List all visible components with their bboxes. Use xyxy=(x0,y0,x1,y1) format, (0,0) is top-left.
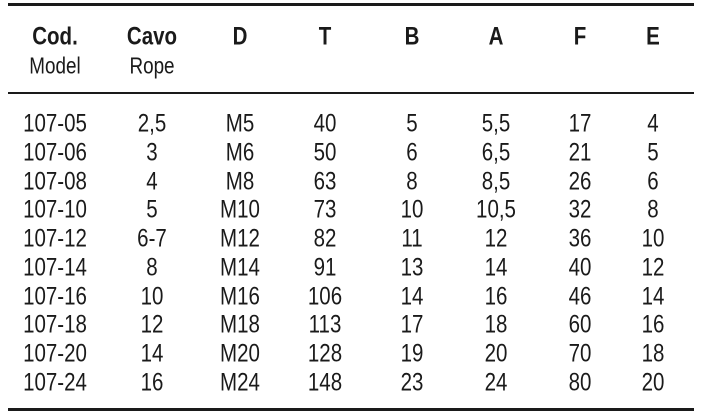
column-header: F xyxy=(573,22,587,51)
top-rule xyxy=(8,3,694,6)
table-cell: 8 xyxy=(146,253,158,282)
table-cell: 4 xyxy=(146,167,158,195)
table-cell: 5,5 xyxy=(481,109,511,138)
table-cell: 14 xyxy=(400,282,424,310)
table-cell: 6 xyxy=(406,138,418,167)
table-cell: 107-24 xyxy=(23,368,87,397)
table-cell: 18 xyxy=(641,339,665,368)
table-cell: M18 xyxy=(220,310,260,339)
table-cell: 107-16 xyxy=(23,282,87,310)
table-cell: 17 xyxy=(568,109,592,138)
table-cell: M16 xyxy=(220,282,260,310)
table-cell: M20 xyxy=(220,339,260,368)
table-cell: 16 xyxy=(641,310,665,339)
table-cell: 106 xyxy=(307,282,343,310)
table-cell: M6 xyxy=(225,138,255,167)
column-header: Cod. xyxy=(32,22,78,51)
column-header: E xyxy=(646,22,660,51)
table-cell: 18 xyxy=(484,310,508,339)
table-cell: 60 xyxy=(568,310,592,339)
table-cell: M14 xyxy=(220,253,260,282)
table-cell: 46 xyxy=(568,282,592,310)
table-cell: 8 xyxy=(647,195,659,224)
table-cell: M10 xyxy=(220,195,260,224)
table-cell: 11 xyxy=(401,224,423,253)
table-cell: 12 xyxy=(140,310,164,339)
table-cell: 6 xyxy=(647,167,659,195)
table-cell: 14 xyxy=(484,253,508,282)
table-cell: M5 xyxy=(225,109,255,138)
table-cell: 20 xyxy=(641,368,665,397)
table-cell: 107-12 xyxy=(23,224,87,253)
column-header: T xyxy=(318,22,332,51)
table-cell: 107-20 xyxy=(23,339,87,368)
header-rule xyxy=(8,92,694,94)
table-cell: 20 xyxy=(484,339,508,368)
column-subheader: Model xyxy=(29,52,81,79)
table-cell: 14 xyxy=(641,282,665,310)
table-cell: 107-18 xyxy=(23,310,87,339)
table-cell: 16 xyxy=(484,282,508,310)
table-cell: 107-06 xyxy=(23,138,87,167)
table-cell: 82 xyxy=(313,224,337,253)
table-cell: 3 xyxy=(146,138,158,167)
table-cell: 10 xyxy=(400,195,424,224)
table-cell: M24 xyxy=(220,368,260,397)
table-cell: 36 xyxy=(568,224,592,253)
table-cell: 8,5 xyxy=(481,167,511,195)
table-cell: 2,5 xyxy=(137,109,167,138)
table-cell: 6,5 xyxy=(481,138,511,167)
table-cell: 12 xyxy=(641,253,665,282)
table-cell: 5 xyxy=(406,109,418,138)
table-cell: 12 xyxy=(484,224,508,253)
table-cell: 26 xyxy=(568,167,592,195)
table-cell: 70 xyxy=(568,339,592,368)
table-cell: 21 xyxy=(568,138,592,167)
table-cell: 50 xyxy=(313,138,337,167)
table-cell: 13 xyxy=(400,253,424,282)
table-cell: 107-14 xyxy=(23,253,87,282)
column-subheader: Rope xyxy=(129,52,175,79)
table-cell: 5 xyxy=(647,138,659,167)
table-cell: 10 xyxy=(140,282,164,310)
table-cell: M8 xyxy=(225,167,255,195)
table-cell: 63 xyxy=(313,167,337,195)
bottom-rule xyxy=(8,408,694,411)
table-cell: 107-10 xyxy=(23,195,87,224)
column-header: D xyxy=(232,22,248,51)
table-cell: 5 xyxy=(146,195,158,224)
table-cell: 40 xyxy=(568,253,592,282)
column-header: Cavo xyxy=(126,22,178,51)
column-header: A xyxy=(488,22,504,51)
table-cell: 128 xyxy=(307,339,343,368)
table-cell: 17 xyxy=(400,310,424,339)
table-cell: 4 xyxy=(647,109,659,138)
table-cell: 73 xyxy=(313,195,337,224)
table-cell: 80 xyxy=(568,368,592,397)
column-header: B xyxy=(404,22,420,51)
table-cell: 10,5 xyxy=(476,195,516,224)
table-cell: 8 xyxy=(406,167,418,195)
table-cell: 14 xyxy=(140,339,164,368)
table-cell: 91 xyxy=(313,253,337,282)
table-cell: 10 xyxy=(641,224,665,253)
table-cell: 107-05 xyxy=(23,109,87,138)
table-cell: 107-08 xyxy=(23,167,87,195)
table-cell: 40 xyxy=(313,109,337,138)
table-cell: 113 xyxy=(308,310,342,339)
table-cell: 23 xyxy=(400,368,424,397)
table-cell: 6-7 xyxy=(137,224,167,253)
table-cell: 24 xyxy=(484,368,508,397)
table-cell: 32 xyxy=(568,195,592,224)
table-cell: M12 xyxy=(220,224,260,253)
table-cell: 16 xyxy=(140,368,164,397)
table-cell: 148 xyxy=(307,368,343,397)
table-cell: 19 xyxy=(400,339,424,368)
